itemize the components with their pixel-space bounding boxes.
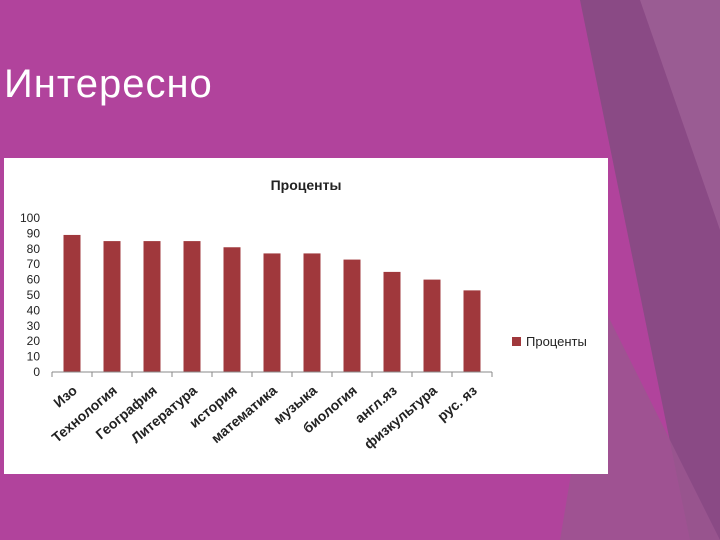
bar [423, 279, 441, 372]
y-tick-label: 70 [27, 257, 41, 271]
y-tick-label: 80 [27, 242, 41, 256]
bar [463, 290, 481, 372]
bar [63, 234, 81, 372]
chart-title: Проценты [271, 177, 342, 193]
bar [343, 259, 361, 372]
y-tick-label: 0 [33, 365, 40, 379]
y-tick-label: 30 [27, 319, 41, 333]
bar-series [63, 234, 481, 372]
chart-card: Проценты 0 10 20 30 40 50 60 70 80 90 100 Изо Техно… [4, 158, 608, 474]
legend: Проценты [512, 334, 587, 349]
bar [183, 241, 201, 372]
y-tick-label: 100 [20, 211, 40, 225]
slide-title: Интересно [4, 62, 213, 106]
bar [263, 253, 281, 372]
y-tick-label: 10 [27, 350, 41, 364]
legend-label: Проценты [526, 334, 587, 349]
y-tick-label: 20 [27, 334, 41, 348]
x-category-label: рус. яз [434, 382, 480, 424]
x-category-label: Изо [50, 382, 80, 410]
y-tick-label: 60 [27, 273, 41, 287]
y-tick-label: 40 [27, 303, 41, 317]
bar [103, 241, 121, 372]
x-axis: ИзоТехнологияГеографияЛитератураисториям… [49, 371, 493, 452]
legend-swatch [512, 337, 521, 346]
bar [143, 241, 161, 372]
bar [303, 253, 321, 372]
y-tick-label: 90 [27, 226, 41, 240]
bar [223, 247, 241, 372]
bar [383, 271, 401, 372]
y-tick-label: 50 [27, 288, 41, 302]
